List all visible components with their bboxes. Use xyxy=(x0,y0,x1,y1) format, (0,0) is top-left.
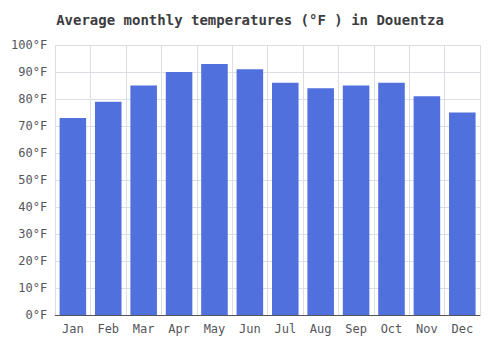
svg-text:Oct: Oct xyxy=(381,322,403,336)
svg-text:Jul: Jul xyxy=(274,322,296,336)
svg-text:100°F: 100°F xyxy=(11,38,47,52)
svg-text:10°F: 10°F xyxy=(18,281,47,295)
svg-text:May: May xyxy=(204,322,226,336)
svg-text:Aug: Aug xyxy=(310,322,332,336)
svg-text:80°F: 80°F xyxy=(18,92,47,106)
svg-text:30°F: 30°F xyxy=(18,227,47,241)
svg-text:Jun: Jun xyxy=(239,322,261,336)
svg-text:Average monthly temperatures (: Average monthly temperatures (°F ) in Do… xyxy=(56,12,444,28)
svg-text:Dec: Dec xyxy=(451,322,473,336)
svg-text:50°F: 50°F xyxy=(18,173,47,187)
svg-text:Nov: Nov xyxy=(416,322,438,336)
svg-text:60°F: 60°F xyxy=(18,146,47,160)
svg-text:40°F: 40°F xyxy=(18,200,47,214)
svg-text:Mar: Mar xyxy=(133,322,155,336)
svg-text:Jan: Jan xyxy=(62,322,84,336)
svg-text:0°F: 0°F xyxy=(25,308,47,322)
svg-text:20°F: 20°F xyxy=(18,254,47,268)
svg-text:Feb: Feb xyxy=(97,322,119,336)
svg-text:70°F: 70°F xyxy=(18,119,47,133)
svg-text:90°F: 90°F xyxy=(18,65,47,79)
svg-text:Sep: Sep xyxy=(345,322,367,336)
svg-text:Apr: Apr xyxy=(168,322,190,336)
